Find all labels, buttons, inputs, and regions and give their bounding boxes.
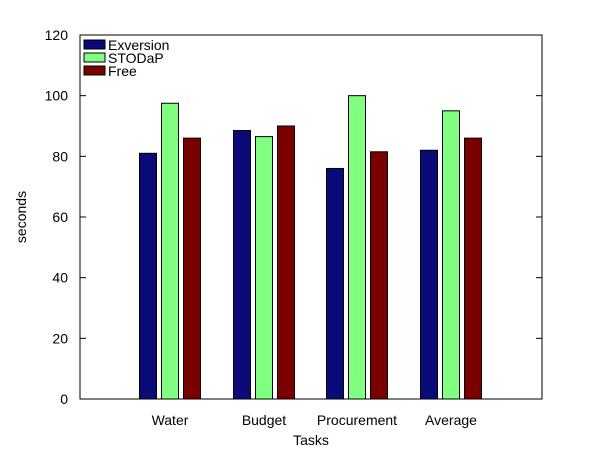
bar-free-budget [277, 125, 295, 400]
legend-swatch [83, 65, 106, 76]
bars-group [139, 95, 482, 400]
bar-free-procurement [370, 151, 388, 400]
bar-exversion-budget [233, 130, 251, 400]
legend-label: Exversion [108, 37, 169, 53]
x-axis-label: Tasks [293, 432, 329, 448]
legend-label: Free [108, 63, 137, 79]
x-tick-label: Budget [242, 412, 286, 428]
x-tick-label: Procurement [317, 412, 397, 428]
y-axis-label: seconds [13, 191, 29, 243]
bar-stodap-procurement [348, 95, 366, 400]
bar-free-average [464, 137, 482, 400]
bar-free-water [183, 137, 201, 400]
y-axis: 0 20 40 60 80 100 120 [45, 27, 542, 407]
bar-stodap-water [161, 102, 179, 400]
y-tick-label: 80 [52, 148, 68, 164]
x-tick-label: Water [152, 412, 189, 428]
x-tick-label: Average [425, 412, 477, 428]
bar-exversion-water [139, 152, 157, 400]
y-tick-label: 0 [60, 391, 68, 407]
x-axis: Water Budget Procurement Average [152, 412, 478, 428]
bar-stodap-budget [255, 136, 273, 400]
y-tick-label: 100 [45, 88, 69, 104]
bar-exversion-average [420, 149, 438, 400]
y-tick-label: 120 [45, 27, 69, 43]
legend-label: STODaP [108, 50, 164, 66]
y-tick-label: 20 [52, 330, 68, 346]
legend-swatch [83, 39, 106, 50]
legend-swatch [83, 52, 106, 63]
y-tick-label: 60 [52, 209, 68, 225]
bar-stodap-average [442, 110, 460, 400]
bar-exversion-procurement [326, 167, 344, 400]
y-tick-label: 40 [52, 270, 68, 286]
